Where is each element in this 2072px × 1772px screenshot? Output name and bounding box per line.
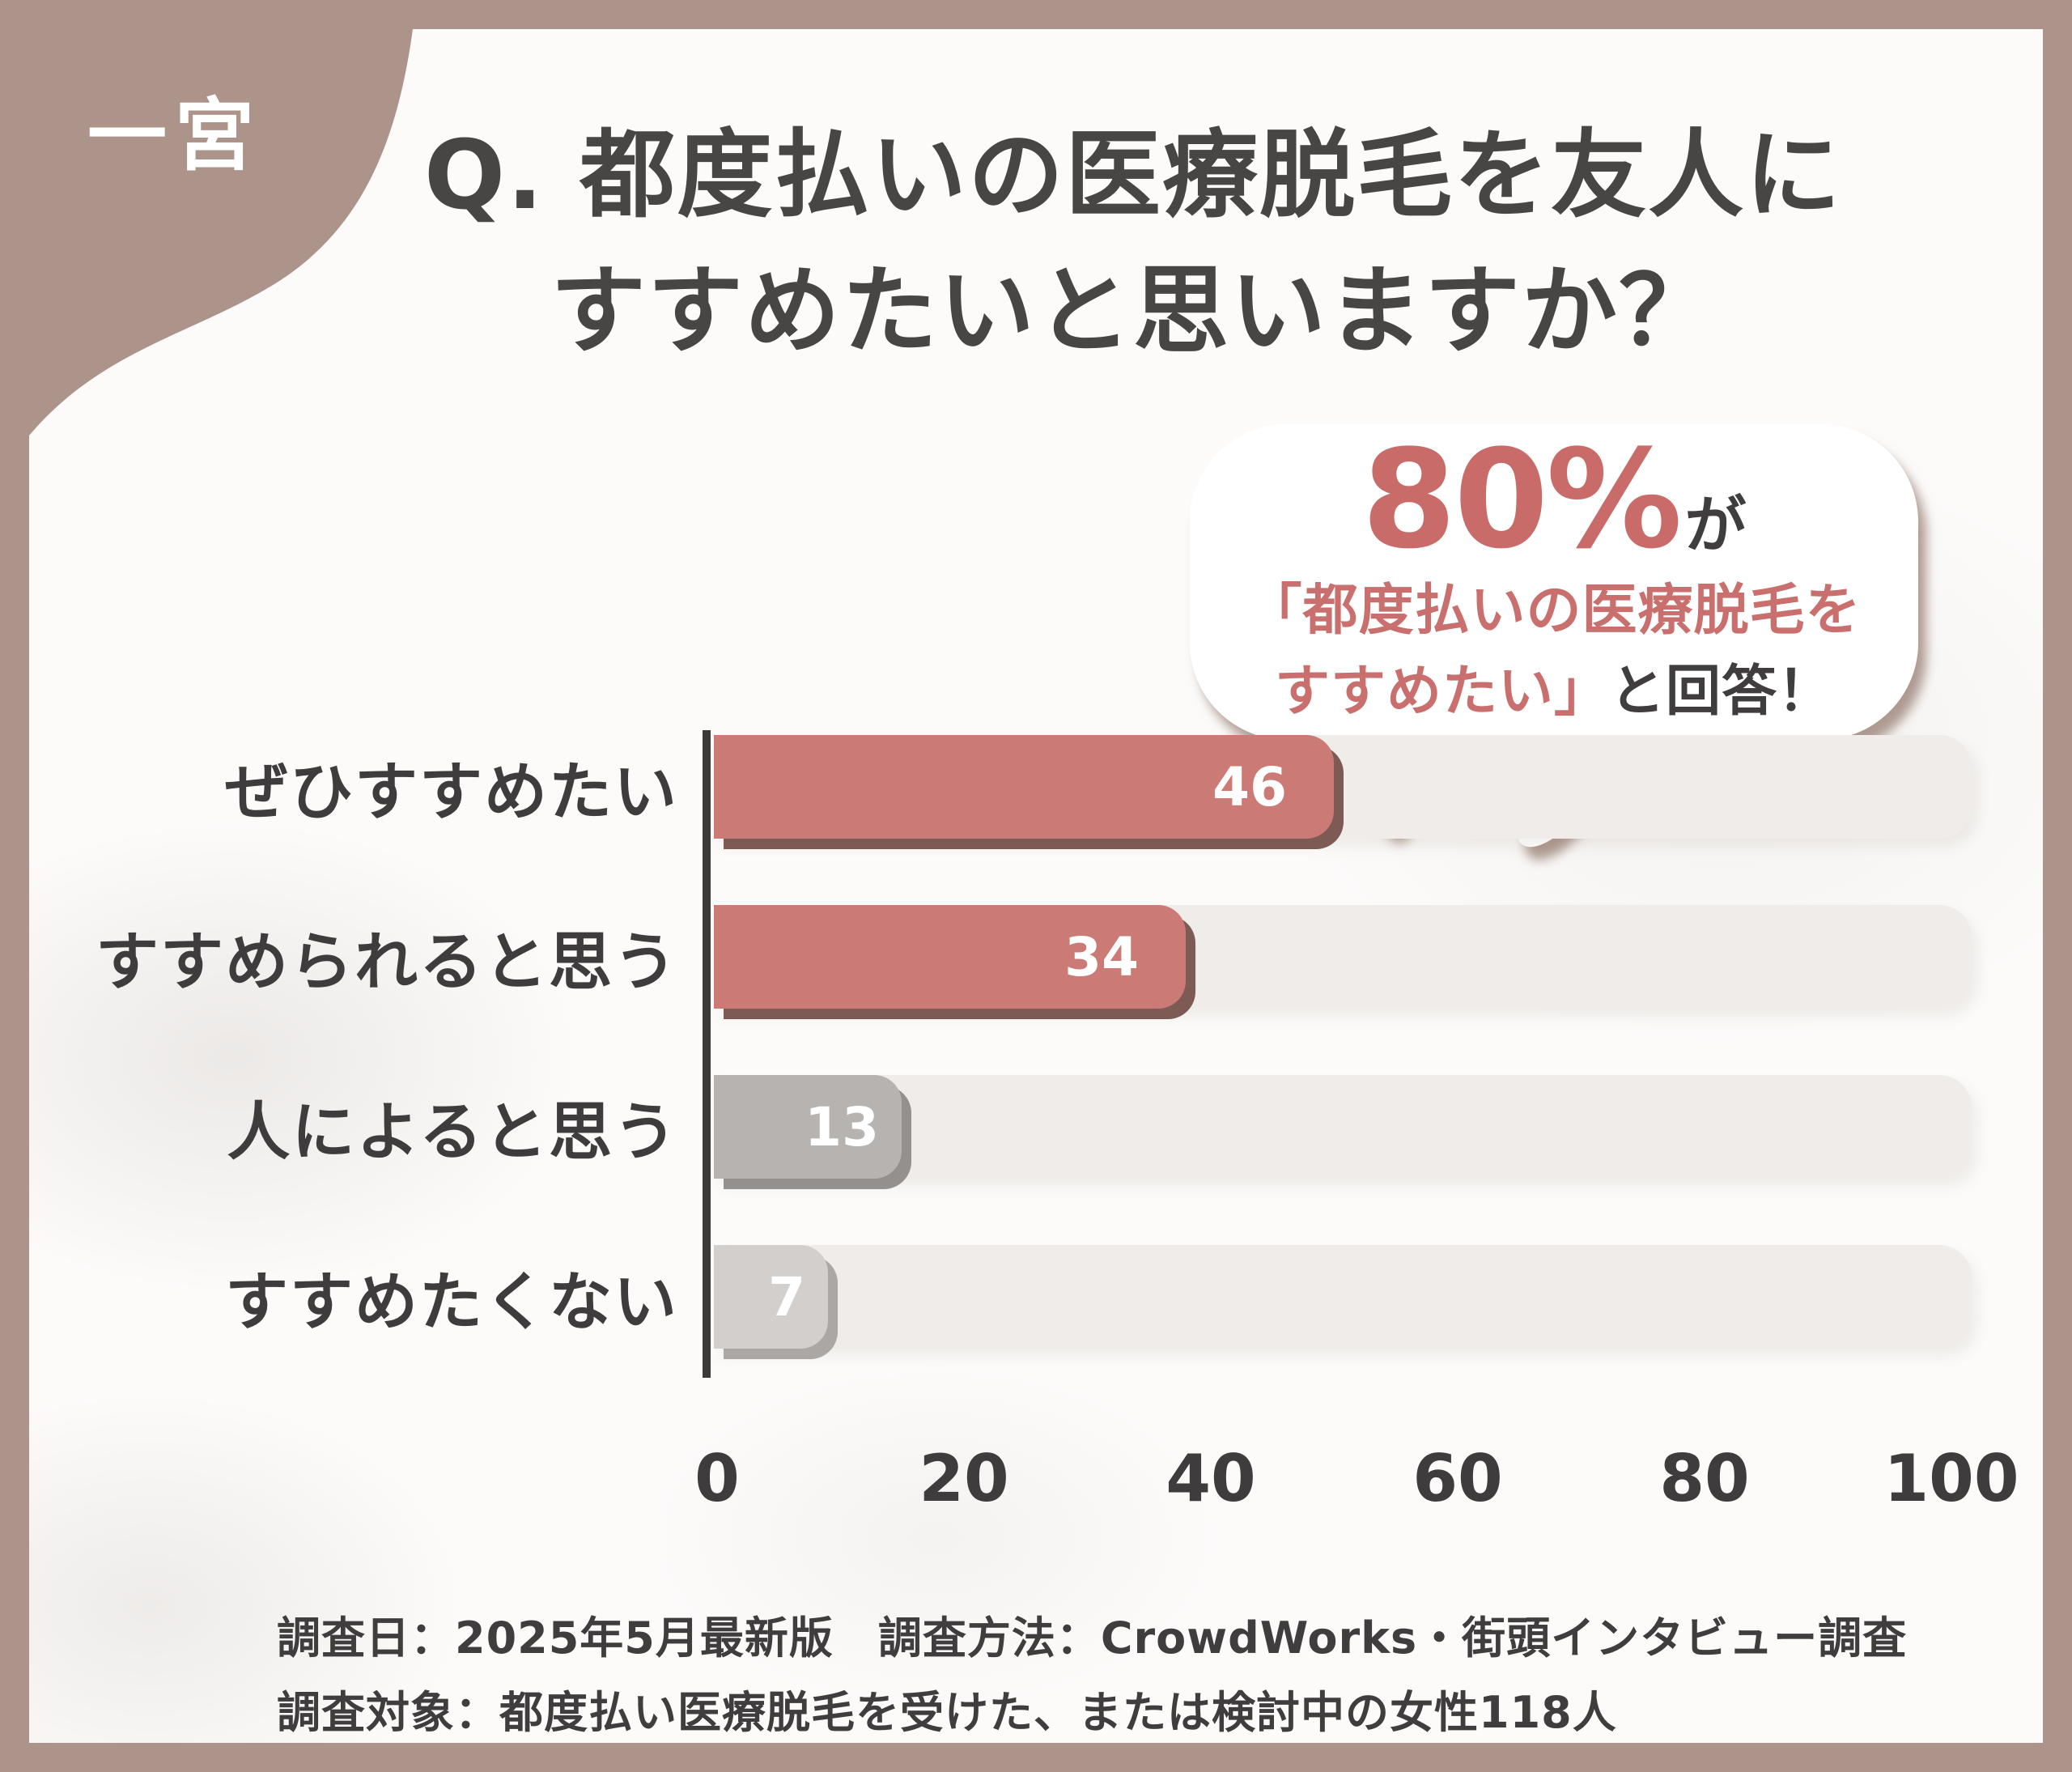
row-label: すすめたくない [224,1266,678,1339]
bar-value: 46 [1212,755,1287,818]
footnote: 調査日：2025年5月最新版 調査方法：CrowdWorks・街頭インタビュー調… [277,1601,1907,1743]
callout-stat-line: 80% が [1361,419,1747,579]
bar-value: 34 [1064,925,1139,988]
callout-particle: が [1684,488,1747,561]
x-axis-tick-label: 0 [694,1441,740,1516]
bar: 34 [714,905,1186,1009]
brand-logo: 一宮 [87,90,263,182]
callout-quote-line-1: 「都度払いの医療脱毛を [1246,579,1862,644]
bar-track [714,1245,1972,1349]
footnote-line-2: 調査対象：都度払い医療脱毛を受けた、または検討中の女性118人 [277,1687,1617,1738]
callout-quote-highlight: すすめたい」 [1274,660,1610,725]
footnote-line-1: 調査日：2025年5月最新版 調査方法：CrowdWorks・街頭インタビュー調… [277,1613,1908,1664]
title-line-1: Q. 都度払いの医療脱毛を友人に [423,119,1843,231]
x-axis-tick-label: 20 [919,1441,1009,1516]
bar-value: 13 [805,1095,879,1158]
bar-value: 7 [768,1265,805,1328]
bar-row: すすめられると思う 34 [29,905,2043,1009]
title-line-2: すすめたいと思いますか？ [550,255,1716,367]
brand-blob [29,29,413,436]
bar-row: ぜひすすめたい 46 [29,735,2043,839]
callout-quote-line-2: すすめたい」と回答！ [1275,652,1833,733]
bar: 7 [714,1245,828,1349]
y-axis-line [703,730,711,1378]
x-axis-tick-label: 40 [1166,1441,1256,1516]
callout-stat: 80% [1361,419,1682,579]
page-title: Q. 都度払いの医療脱毛を友人に すすめたいと思いますか？ [223,107,2043,379]
bar-row: 人によると思う 13 [29,1075,2043,1179]
bar-row: すすめたくない 7 [29,1245,2043,1349]
speech-bubble-text: 80% が 「都度払いの医療脱毛を すすめたい」と回答！ [1190,424,1918,742]
bar-track [714,1075,1972,1179]
content-canvas: 一宮 Q. 都度払いの医療脱毛を友人に すすめたいと思いますか？ 80% が 「… [29,29,2043,1743]
row-label: すすめられると思う [95,926,678,999]
bar: 46 [714,735,1334,839]
row-label: 人によると思う [227,1096,678,1169]
row-label: ぜひすすめたい [224,756,678,829]
bar: 13 [714,1075,902,1179]
x-axis-tick-label: 60 [1412,1441,1503,1516]
x-axis-tick-label: 100 [1883,1441,2019,1516]
callout-answer-suffix: と回答！ [1610,660,1834,725]
x-axis-tick-label: 80 [1659,1441,1750,1516]
